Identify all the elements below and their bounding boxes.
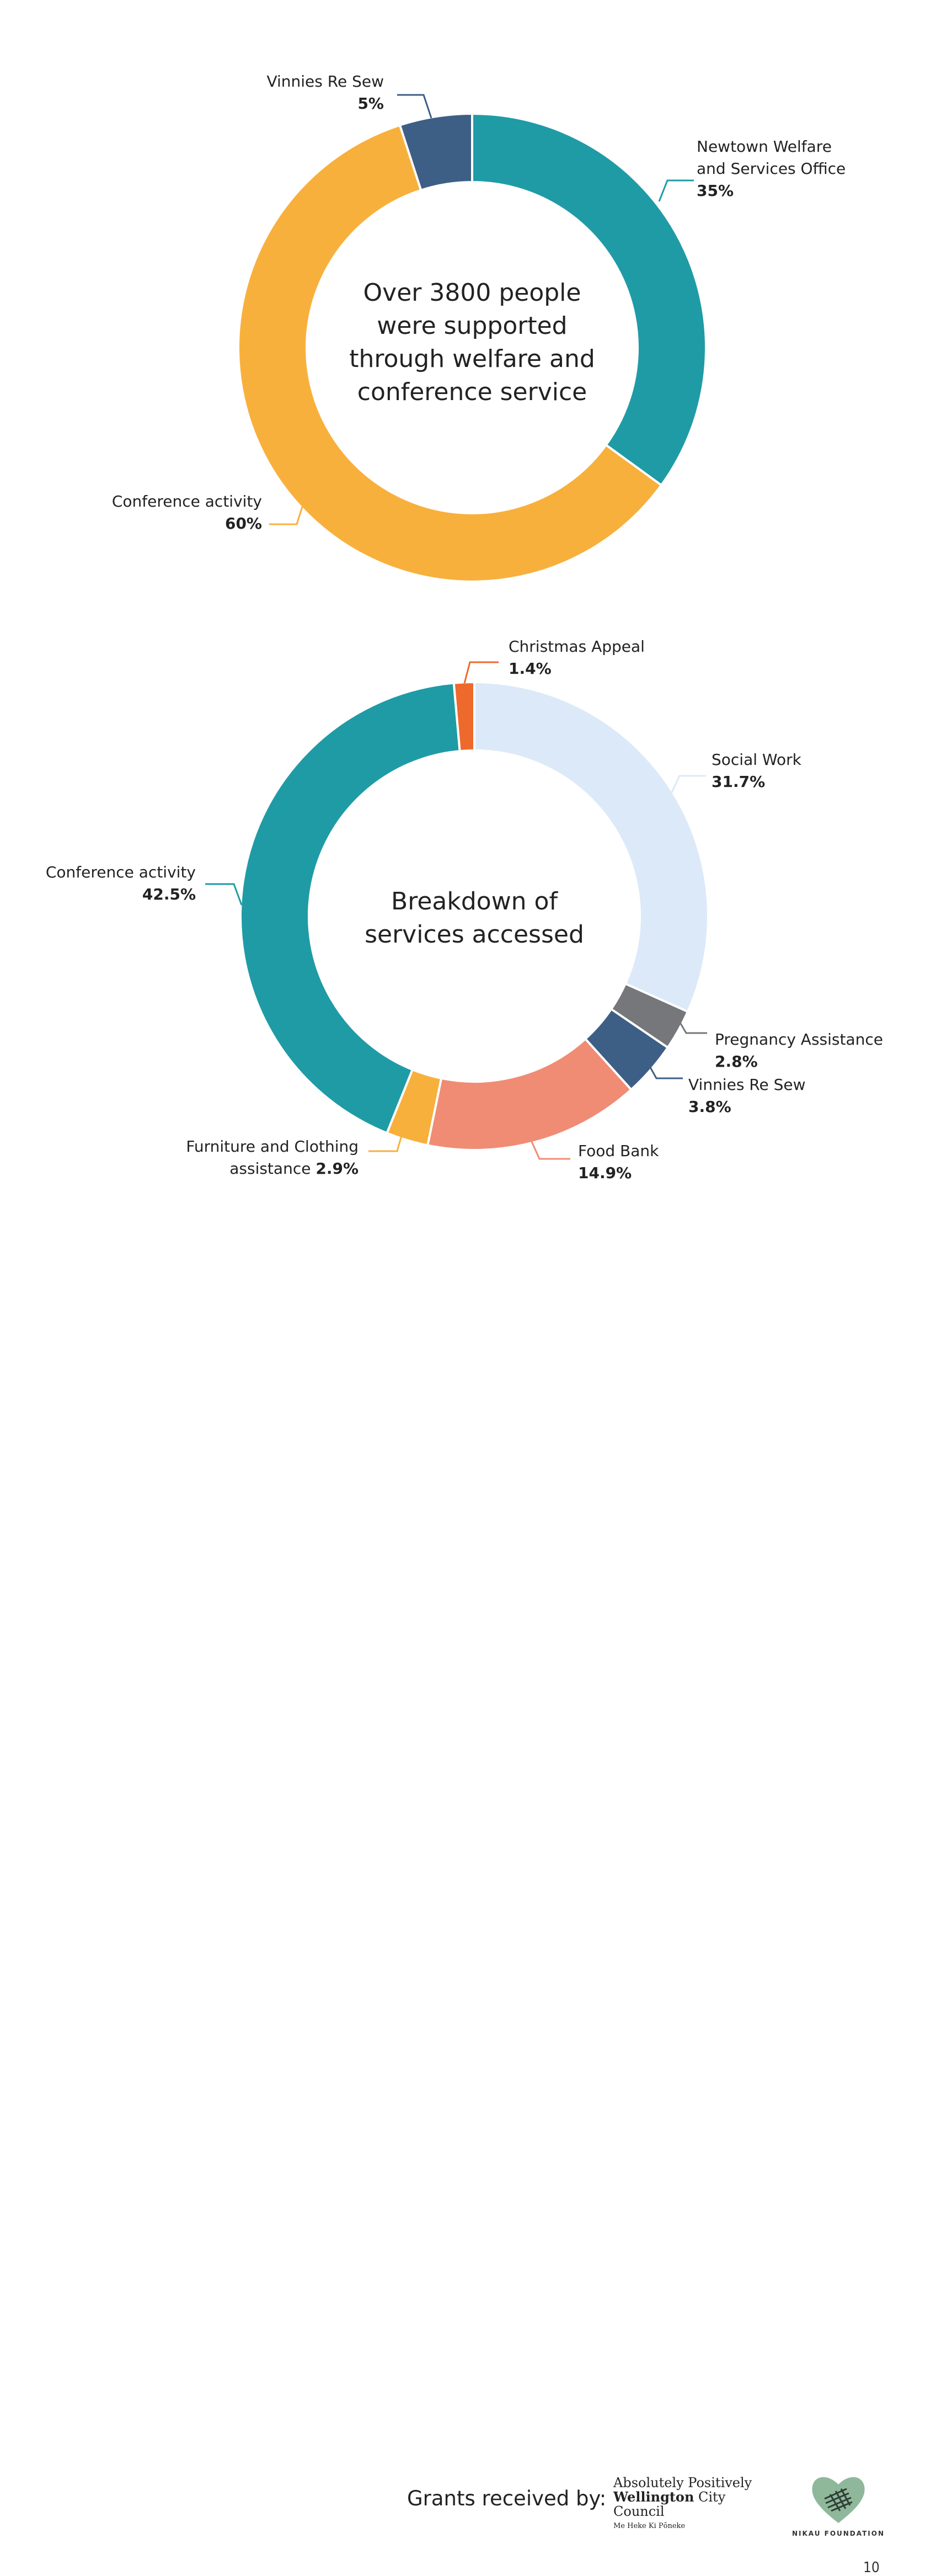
- value-food-bank: 14.9%: [578, 1164, 632, 1182]
- wcc-line-1: Absolutely Positively: [613, 2475, 752, 2490]
- label-newtown-welfare-and-services-office: and Services Office: [697, 159, 846, 178]
- leader-line-newtown-welfare-and-services-office: [658, 179, 694, 202]
- slice-social-work: [473, 680, 709, 1013]
- donut-chart-welfare: Newtown Welfare and Services Office 35% Con…: [112, 72, 846, 583]
- heart-leaf-icon: [812, 2477, 865, 2523]
- label-conference-activity: Conference activity: [46, 863, 196, 881]
- label-furniture-and-clothing-assistance: Furniture and Clothing: [186, 1137, 359, 1156]
- value-vinnies-re-sew: 5%: [357, 94, 384, 113]
- center-text-line: through welfare and: [349, 345, 595, 373]
- wcc-line-3: Me Heke Ki Pōneke: [613, 2522, 686, 2530]
- label-vinnies-re-sew: Vinnies Re Sew: [266, 72, 384, 91]
- label-conference-activity: Conference activity: [112, 492, 262, 510]
- center-text-line: conference service: [357, 378, 587, 406]
- center-text-line: were supported: [377, 312, 567, 340]
- slice-conference-activity: [239, 682, 461, 1135]
- value-conference-activity: 42.5%: [142, 885, 196, 903]
- center-text-line: Over 3800 people: [363, 279, 581, 307]
- wellington-city-council-logo: Absolutely Positively Wellington City Co…: [613, 2476, 779, 2530]
- leader-line-conference-activity: [269, 503, 304, 525]
- slice-vinnies-re-sew: [398, 112, 473, 192]
- label-food-bank: Food Bank: [578, 1142, 659, 1160]
- leader-line-vinnies-re-sew: [397, 94, 432, 119]
- leader-line-furniture-and-clothing-assistance: [368, 1127, 405, 1152]
- leader-line-christmas-appeal: [463, 661, 499, 684]
- center-text-line: Breakdown of: [391, 887, 558, 916]
- donut-chart-services: Social Work 31.7% Pregnancy Assistance 2.8%…: [46, 637, 883, 1182]
- slice-newtown-welfare-and-services-office: [471, 112, 707, 487]
- value-christmas-appeal: 1.4%: [509, 659, 552, 678]
- value-vinnies-re-sew: 3.8%: [688, 1098, 731, 1116]
- charts-canvas: Newtown Welfare and Services Office 35% Con…: [46, 72, 883, 1182]
- label-newtown-welfare-and-services-office: Newtown Welfare: [697, 137, 832, 156]
- value-newtown-welfare-and-services-office: 35%: [697, 182, 734, 200]
- label-social-work: Social Work: [712, 751, 802, 769]
- leader-line-social-work: [668, 775, 706, 797]
- nikau-foundation-label: NIKAU FOUNDATION: [791, 2530, 885, 2537]
- center-text-line: services accessed: [365, 920, 584, 949]
- slice-conference-activity: [237, 124, 663, 583]
- leader-line-food-bank: [528, 1136, 570, 1160]
- grants-label: Grants received by:: [407, 2487, 607, 2510]
- value-furniture-and-clothing-assistance: 2.9%: [315, 1159, 359, 1178]
- label-christmas-appeal: Christmas Appeal: [509, 637, 645, 656]
- slice-food-bank: [426, 1037, 633, 1151]
- value-pregnancy-assistance: 2.8%: [715, 1052, 758, 1071]
- label-pregnancy-assistance: Pregnancy Assistance: [715, 1030, 883, 1049]
- value-social-work: 31.7%: [712, 773, 765, 791]
- nikau-foundation-logo: NIKAU FOUNDATION: [789, 2472, 888, 2537]
- leader-line-conference-activity: [205, 883, 243, 906]
- wcc-line-2-bold: Wellington: [613, 2489, 694, 2505]
- leader-line-pregnancy-assistance: [673, 1012, 707, 1034]
- leader-line-vinnies-re-sew: [644, 1058, 683, 1079]
- label-vinnies-re-sew: Vinnies Re Sew: [688, 1076, 806, 1094]
- footer: Grants received by: Absolutely Positivel…: [0, 1236, 952, 2576]
- value-conference-activity: 60%: [225, 514, 262, 533]
- slice-christmas-appeal: [452, 680, 475, 753]
- page-number: 10: [863, 2559, 880, 2576]
- label-furniture-and-clothing-assistance: assistance 2.9%: [229, 1159, 359, 1178]
- wcc-line-2: Wellington City Council: [613, 2490, 779, 2519]
